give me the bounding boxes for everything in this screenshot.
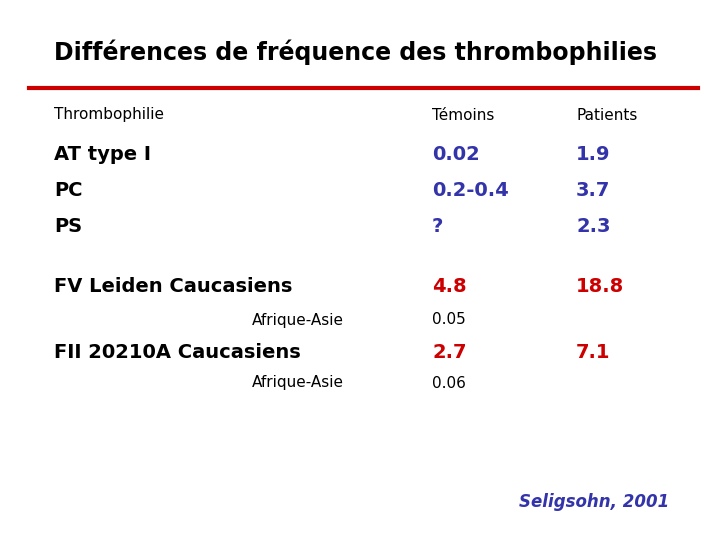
Text: Différences de fréquence des thrombophilies: Différences de fréquence des thrombophil…	[54, 39, 657, 65]
Text: Patients: Patients	[576, 107, 637, 123]
Text: Seligsohn, 2001: Seligsohn, 2001	[519, 493, 670, 511]
Text: FII 20210A Caucasiens: FII 20210A Caucasiens	[54, 343, 301, 362]
Text: 0.02: 0.02	[432, 145, 480, 165]
Text: 0.05: 0.05	[432, 313, 466, 327]
Text: 2.3: 2.3	[576, 218, 611, 237]
Text: Témoins: Témoins	[432, 107, 495, 123]
Text: ?: ?	[432, 218, 444, 237]
Text: PS: PS	[54, 218, 82, 237]
Text: PC: PC	[54, 181, 83, 200]
Text: Afrique-Asie: Afrique-Asie	[252, 313, 344, 327]
Text: FV Leiden Caucasiens: FV Leiden Caucasiens	[54, 278, 292, 296]
Text: 2.7: 2.7	[432, 343, 467, 362]
Text: AT type I: AT type I	[54, 145, 151, 165]
Text: 7.1: 7.1	[576, 343, 611, 362]
Text: 0.2-0.4: 0.2-0.4	[432, 181, 509, 200]
Text: 1.9: 1.9	[576, 145, 611, 165]
Text: 0.06: 0.06	[432, 375, 466, 390]
Text: Thrombophilie: Thrombophilie	[54, 107, 164, 123]
Text: 4.8: 4.8	[432, 278, 467, 296]
Text: Afrique-Asie: Afrique-Asie	[252, 375, 344, 390]
Text: 3.7: 3.7	[576, 181, 611, 200]
Text: 18.8: 18.8	[576, 278, 624, 296]
